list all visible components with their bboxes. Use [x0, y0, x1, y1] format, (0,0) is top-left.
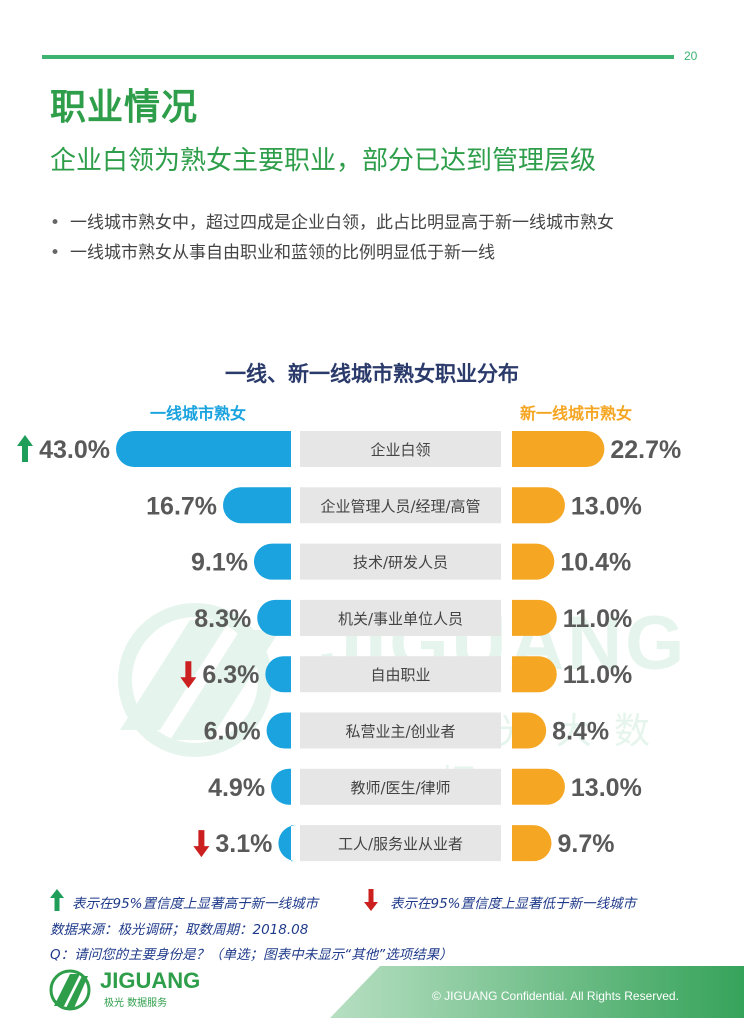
value-label-left: 6.0%: [204, 718, 261, 746]
value-label-left: 43.0%: [39, 436, 110, 464]
top-rule: [42, 55, 674, 59]
category-label: 私营业主/创业者: [345, 723, 455, 741]
bar-left: [257, 599, 291, 636]
category-label: 教师/医生/律师: [350, 779, 450, 797]
value-label-left: 9.1%: [191, 549, 248, 577]
bullet-list: 一线城市熟女中，超过四成是企业白领，此占比明显高于新一线城市熟女 一线城市熟女从…: [50, 208, 614, 268]
value-label-right: 10.4%: [560, 549, 631, 577]
bar-right: [512, 768, 565, 805]
legend-down-arrow-icon: [364, 889, 378, 911]
chart-title: 一线、新一线城市熟女职业分布: [225, 362, 519, 386]
value-label-right: 22.7%: [610, 436, 681, 464]
footer-band: [330, 966, 744, 1018]
page-subtitle: 企业白领为熟女主要职业，部分已达到管理层级: [50, 146, 597, 176]
bar-right: [512, 431, 605, 467]
bullet-item-1: 一线城市熟女中，超过四成是企业白领，此占比明显高于新一线城市熟女: [50, 208, 614, 238]
bullet-item-2: 一线城市熟女从事自由职业和蓝领的比例明显低于新一线: [50, 238, 614, 268]
bar-left: [265, 656, 291, 693]
bar-right: [512, 543, 555, 580]
value-label-left: 3.1%: [215, 830, 272, 858]
category-bg: [300, 543, 501, 580]
category-bg: [300, 431, 501, 467]
bar-right: [512, 599, 557, 636]
category-label: 企业管理人员/经理/高管: [320, 497, 480, 515]
copyright-text: © JIGUANG Confidential. All Rights Reser…: [432, 989, 679, 1003]
category-bg: [300, 712, 501, 749]
value-label-right: 13.0%: [571, 774, 642, 802]
legend-up-note: 表示在95%置信度上显著高于新一线城市: [72, 896, 319, 912]
bar-right: [512, 825, 552, 862]
value-label-right: 11.0%: [563, 605, 633, 633]
bar-left: [253, 543, 291, 580]
category-label: 机关/事业单位人员: [338, 610, 463, 628]
category-label: 企业白领: [370, 441, 430, 459]
down-arrow-icon: [193, 830, 210, 858]
bar-left: [266, 712, 291, 749]
value-label-left: 6.3%: [202, 661, 259, 689]
bar-left: [278, 825, 297, 862]
value-label-left: 16.7%: [146, 492, 217, 520]
category-bg: [300, 487, 501, 524]
page-title: 职业情况: [50, 87, 199, 128]
category-label: 技术/研发人员: [353, 554, 448, 572]
bar-left: [223, 487, 291, 524]
value-label-left: 4.9%: [208, 774, 265, 802]
category-bg: [300, 825, 501, 862]
down-arrow-icon: [180, 661, 197, 689]
footer-logo-icon: [49, 969, 91, 1011]
bar-right: [512, 487, 565, 524]
bar-left: [271, 768, 291, 805]
value-label-right: 13.0%: [571, 492, 642, 520]
page-number: 20: [684, 49, 698, 63]
category-bg: [300, 599, 501, 636]
value-label-right: 8.4%: [552, 718, 609, 746]
value-label-right: 11.0%: [563, 661, 633, 689]
bar-right: [512, 712, 547, 749]
value-label-left: 8.3%: [194, 605, 251, 633]
question-note: Q：请问您的主要身份是？（单选；图表中未显示“其他”选项结果）: [50, 947, 453, 963]
category-label: 工人/服务业从业者: [338, 835, 463, 853]
legend-down-note: 表示在95%置信度上显著低于新一线城市: [390, 896, 637, 912]
bar-right: [512, 656, 557, 693]
category-bg: [300, 768, 501, 805]
category-bg: [300, 656, 501, 693]
bar-left: [116, 431, 291, 467]
footer-logo-subtext: 极光 数据服务: [104, 998, 168, 1009]
legend-series-right: 新一线城市熟女: [520, 404, 633, 423]
legend-series-left: 一线城市熟女: [150, 404, 247, 423]
category-label: 自由职业: [370, 666, 430, 684]
legend-up-arrow-icon: [50, 889, 64, 911]
value-label-right: 9.7%: [557, 830, 614, 858]
up-arrow-icon: [17, 435, 33, 462]
data-source-note: 数据来源：极光调研；取数周期：2018.08: [50, 922, 309, 938]
footer-logo-text: JIGUANG: [100, 968, 201, 993]
